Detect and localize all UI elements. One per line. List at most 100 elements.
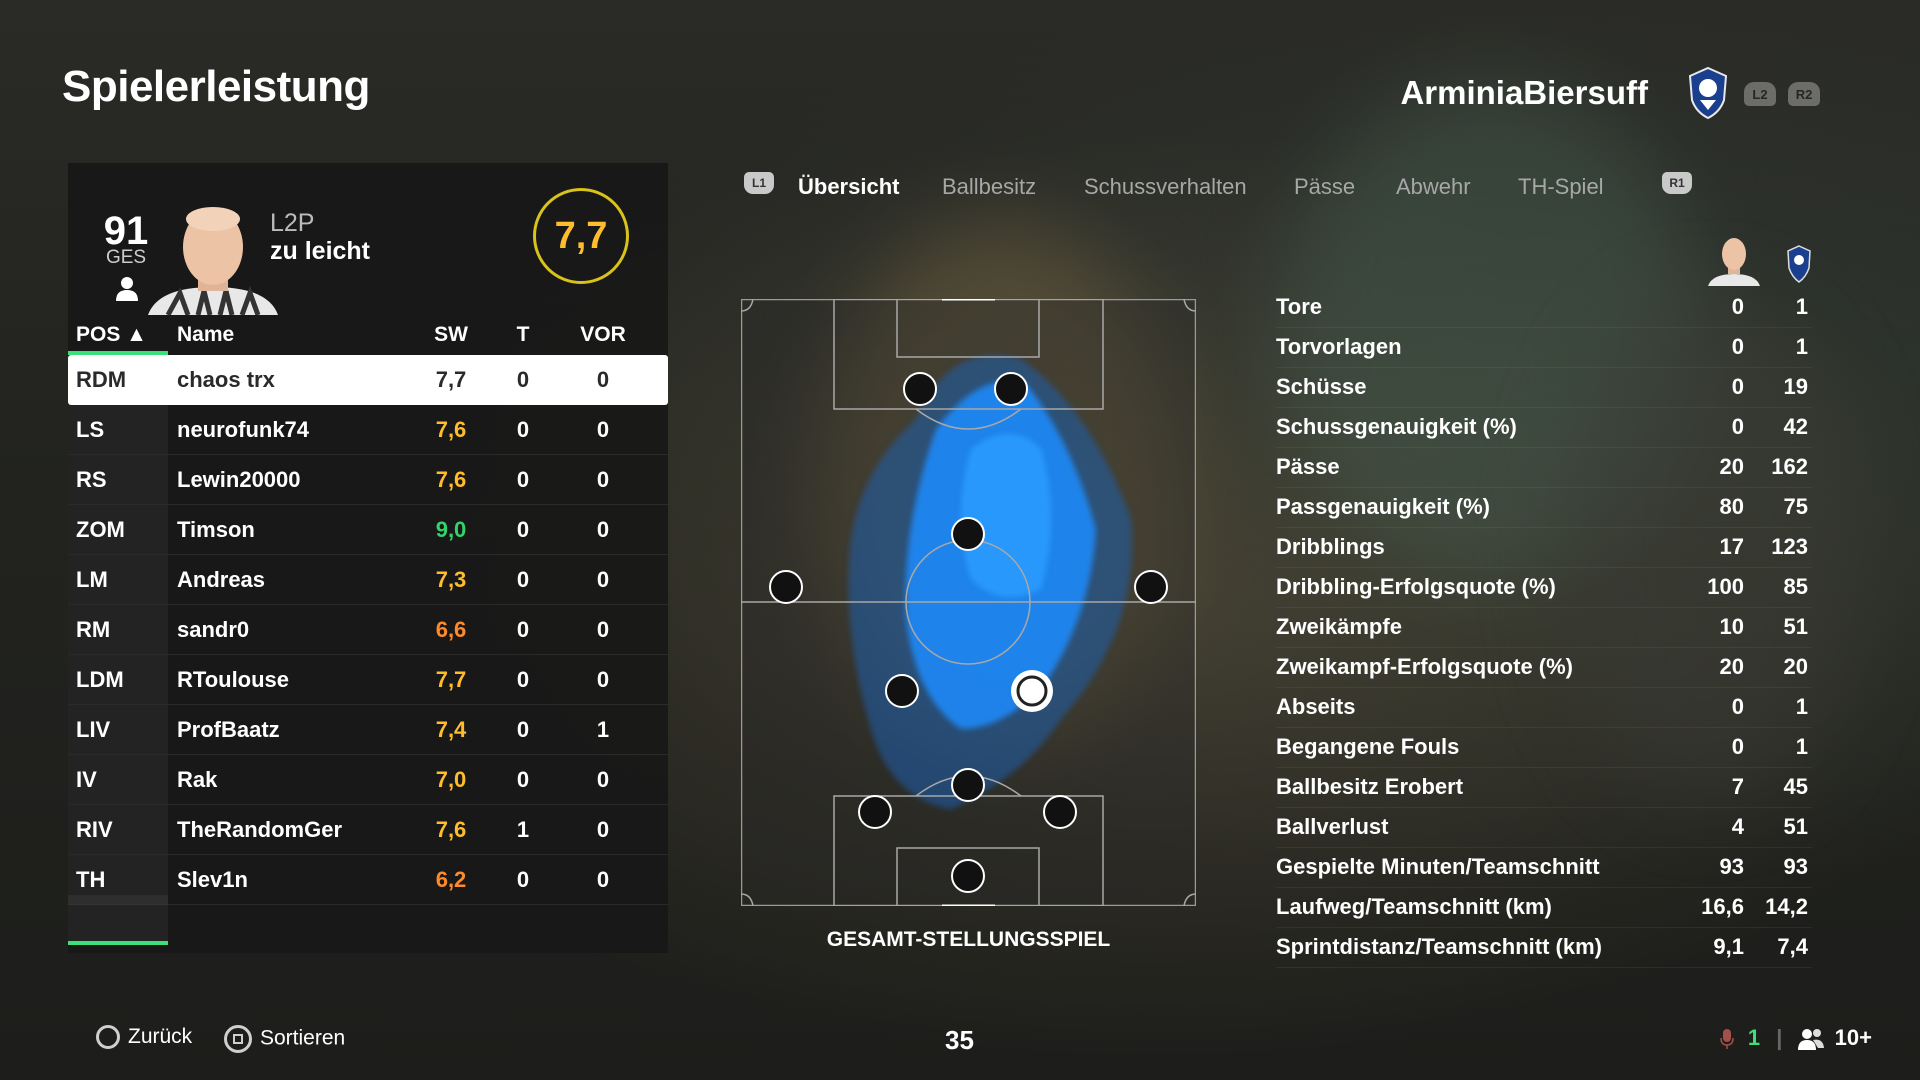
tab-th-spiel[interactable]: TH-Spiel bbox=[1518, 174, 1604, 199]
pos-cell-bg bbox=[68, 605, 168, 654]
match-rating-ring: 7,7 bbox=[533, 188, 629, 284]
stat-row: Gespielte Minuten/Teamschnitt 93 93 bbox=[1276, 848, 1812, 888]
header-vor[interactable]: VOR bbox=[580, 323, 626, 346]
position-dot-riv bbox=[1043, 795, 1077, 829]
status-bar: 1 | 10+ bbox=[1720, 1025, 1872, 1051]
stat-label: Schüsse bbox=[1276, 374, 1367, 399]
stat-row: Begangene Fouls 0 1 bbox=[1276, 728, 1812, 768]
stat-player-value: 16,6 bbox=[1701, 894, 1744, 919]
row-rating: 9,0 bbox=[435, 517, 467, 542]
sort-button[interactable]: Sortieren bbox=[224, 1025, 345, 1053]
stat-player-value: 0 bbox=[1731, 374, 1744, 399]
table-row[interactable]: RS Lewin20000 7,6 0 0 bbox=[68, 455, 668, 505]
row-player-name: Lewin20000 bbox=[177, 467, 301, 492]
row-assists: 0 bbox=[596, 667, 610, 692]
position-dot-th bbox=[951, 859, 985, 893]
row-assists: 0 bbox=[596, 817, 610, 842]
stat-label: Ballbesitz Erobert bbox=[1276, 774, 1464, 799]
table-row[interactable]: LS neurofunk74 7,6 0 0 bbox=[68, 405, 668, 455]
row-player-name: Timson bbox=[177, 517, 255, 542]
table-row[interactable]: RIV TheRandomGer 7,6 1 0 bbox=[68, 805, 668, 855]
l1-button[interactable]: L1 bbox=[744, 172, 774, 194]
row-player-name: ProfBaatz bbox=[177, 717, 280, 742]
header-t[interactable]: T bbox=[516, 323, 530, 346]
header-sw[interactable]: SW bbox=[434, 323, 468, 346]
r2-button[interactable]: R2 bbox=[1788, 82, 1820, 106]
microphone-icon bbox=[1720, 1029, 1734, 1050]
table-row[interactable]: RM sandr0 6,6 0 0 bbox=[68, 605, 668, 655]
pos-cell-bg bbox=[68, 655, 168, 704]
table-row[interactable]: TH Slev1n 6,2 0 0 bbox=[68, 855, 668, 905]
stat-row: Ballbesitz Erobert 7 45 bbox=[1276, 768, 1812, 808]
pitch-label: GESAMT-STELLUNGSSPIEL bbox=[826, 928, 1111, 951]
stat-row: Dribbling-Erfolgsquote (%) 100 85 bbox=[1276, 568, 1812, 608]
stat-team-value: 14,2 bbox=[1765, 894, 1808, 919]
square-button-icon bbox=[224, 1025, 252, 1053]
row-goals: 0 bbox=[516, 867, 530, 892]
tab-paesse[interactable]: Pässe bbox=[1294, 174, 1356, 199]
row-player-name: Slev1n bbox=[177, 867, 248, 892]
row-assists: 0 bbox=[596, 367, 610, 392]
stat-player-value: 0 bbox=[1731, 694, 1744, 719]
stat-row: Sprintdistanz/Teamschnitt (km) 9,1 7,4 bbox=[1276, 928, 1812, 968]
position-dot-zom bbox=[951, 517, 985, 551]
row-rating: 6,2 bbox=[435, 867, 467, 892]
difficulty-type: L2P bbox=[270, 209, 315, 237]
stat-team-value: 93 bbox=[1783, 854, 1808, 879]
back-button[interactable]: Zurück bbox=[96, 1025, 192, 1050]
background-blur bbox=[1560, 300, 1860, 800]
row-rating: 7,6 bbox=[435, 417, 467, 442]
team-mini-crest-icon bbox=[1787, 245, 1811, 283]
stat-label: Tore bbox=[1276, 294, 1323, 319]
row-player-name: Rak bbox=[177, 767, 218, 792]
stats-list: Tore 0 1 Torvorlagen 0 1 Schüsse 0 19 Schussgenau… bbox=[1276, 288, 1812, 968]
table-header: POS ▲ Name SW T VOR bbox=[68, 313, 668, 355]
table-row[interactable]: RDM chaos trx 7,7 0 0 bbox=[68, 355, 668, 405]
r1-button[interactable]: R1 bbox=[1662, 172, 1692, 194]
stat-player-value: 93 bbox=[1719, 854, 1744, 879]
row-goals: 0 bbox=[516, 767, 530, 792]
pos-cell-bg bbox=[68, 755, 168, 804]
stat-player-value: 17 bbox=[1719, 534, 1744, 559]
position-dot-ldm bbox=[885, 674, 919, 708]
tab-uebersicht[interactable]: Übersicht bbox=[798, 174, 900, 199]
stat-label: Dribbling-Erfolgsquote (%) bbox=[1276, 574, 1556, 599]
player-header: 91 GES L2P zu leicht 7,7 bbox=[68, 163, 668, 315]
stat-row: Torvorlagen 0 1 bbox=[1276, 328, 1812, 368]
row-goals: 0 bbox=[516, 417, 530, 442]
table-row[interactable]: LIV ProfBaatz 7,4 0 1 bbox=[68, 705, 668, 755]
header-pos[interactable]: POS ▲ bbox=[76, 323, 147, 346]
header-name[interactable]: Name bbox=[177, 323, 235, 346]
stat-label: Abseits bbox=[1276, 694, 1356, 719]
pos-cell-bg bbox=[68, 705, 168, 754]
stat-row: Zweikampf-Erfolgsquote (%) 20 20 bbox=[1276, 648, 1812, 688]
table-row[interactable]: LM Andreas 7,3 0 0 bbox=[68, 555, 668, 605]
stat-label: Passgenauigkeit (%) bbox=[1276, 494, 1490, 519]
row-goals: 0 bbox=[516, 467, 530, 492]
stat-label: Zweikampf-Erfolgsquote (%) bbox=[1276, 654, 1574, 679]
pos-cell-bg bbox=[68, 555, 168, 604]
tab-ballbesitz[interactable]: Ballbesitz bbox=[942, 174, 1037, 199]
table-row[interactable]: LDM RToulouse 7,7 0 0 bbox=[68, 655, 668, 705]
stat-label: Pässe bbox=[1276, 454, 1340, 479]
tab-schussverhalten[interactable]: Schussverhalten bbox=[1084, 174, 1247, 199]
stat-team-value: 1 bbox=[1795, 334, 1808, 359]
stat-row: Passgenauigkeit (%) 80 75 bbox=[1276, 488, 1812, 528]
tab-abwehr[interactable]: Abwehr bbox=[1396, 174, 1471, 199]
row-position: LM bbox=[76, 567, 108, 592]
row-goals: 0 bbox=[516, 667, 530, 692]
stat-player-value: 10 bbox=[1719, 614, 1744, 639]
table-row[interactable]: IV Rak 7,0 0 0 bbox=[68, 755, 668, 805]
l2-button[interactable]: L2 bbox=[1744, 82, 1776, 106]
row-goals: 0 bbox=[516, 567, 530, 592]
overall-label: GES bbox=[105, 247, 147, 268]
position-dot-rs bbox=[994, 372, 1028, 406]
row-player-name: sandr0 bbox=[177, 617, 250, 642]
stat-row: Ballverlust 4 51 bbox=[1276, 808, 1812, 848]
stat-player-value: 0 bbox=[1731, 734, 1744, 759]
club-crest-icon bbox=[1688, 66, 1728, 120]
voice-count: 1 bbox=[1747, 1025, 1761, 1050]
table-row[interactable]: ZOM Timson 9,0 0 0 bbox=[68, 505, 668, 555]
position-dot-rm bbox=[1134, 570, 1168, 604]
party-count: 10+ bbox=[1834, 1025, 1872, 1050]
